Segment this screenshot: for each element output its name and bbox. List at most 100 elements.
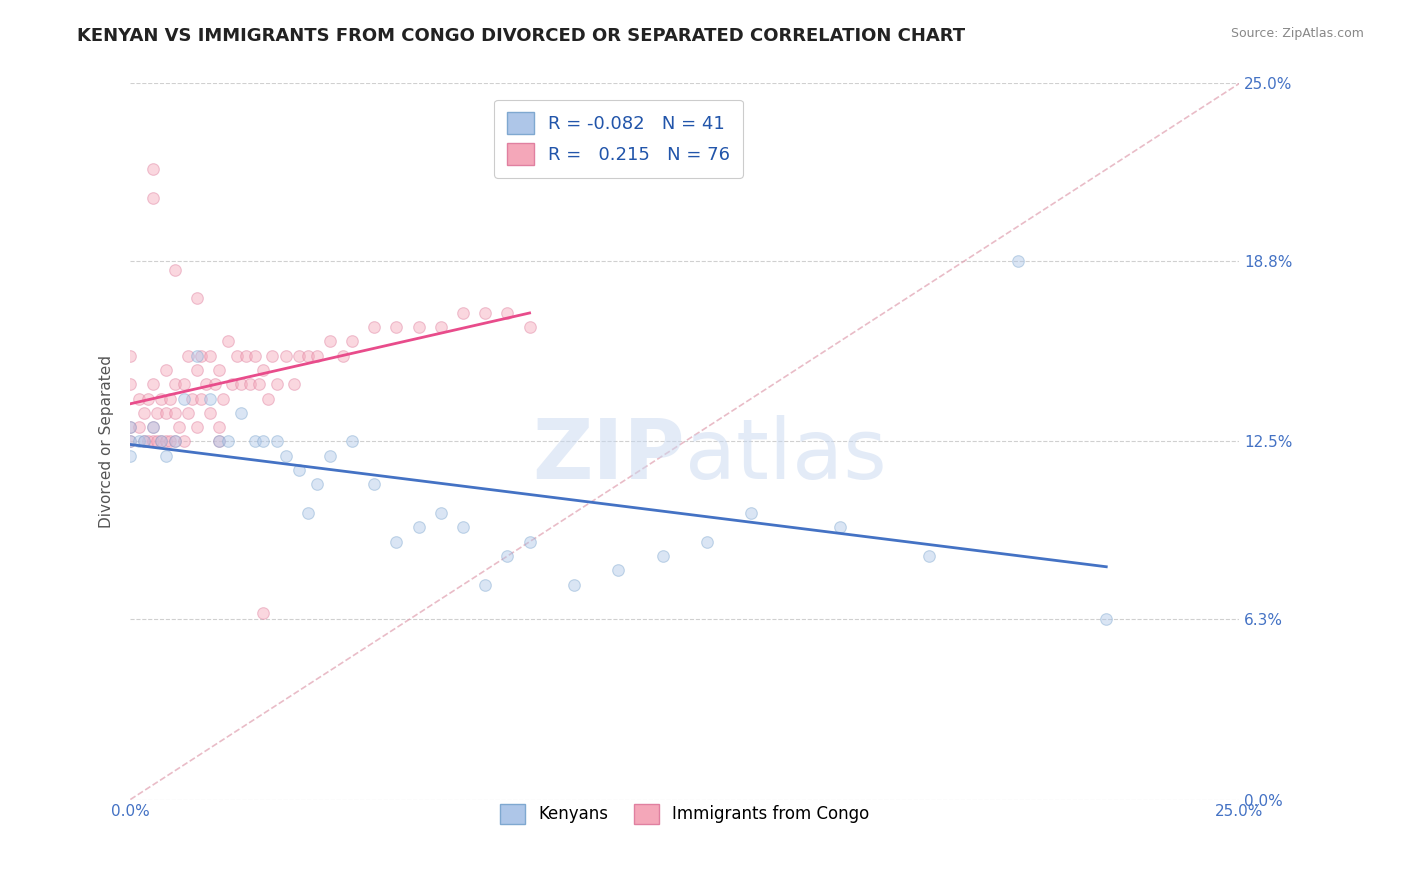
Point xyxy=(208,420,231,434)
Point xyxy=(146,406,169,420)
Point xyxy=(155,363,177,377)
Point xyxy=(204,377,226,392)
Point xyxy=(150,434,173,449)
Point xyxy=(141,162,163,177)
Point xyxy=(163,377,186,392)
Point xyxy=(231,377,253,392)
Legend: Kenyans, Immigrants from Congo: Kenyans, Immigrants from Congo xyxy=(491,794,879,834)
Point xyxy=(283,377,305,392)
Point xyxy=(186,420,208,434)
Point xyxy=(297,349,319,363)
Point xyxy=(128,434,150,449)
Point xyxy=(163,262,186,277)
Point xyxy=(150,392,173,406)
Point xyxy=(128,420,150,434)
Point xyxy=(146,434,169,449)
Point xyxy=(173,377,195,392)
Point xyxy=(243,434,266,449)
Point xyxy=(190,392,212,406)
Point xyxy=(198,392,221,406)
Point xyxy=(132,434,155,449)
Point xyxy=(132,434,155,449)
Point xyxy=(128,392,150,406)
Point xyxy=(262,349,284,363)
Point xyxy=(155,406,177,420)
Point xyxy=(274,349,297,363)
Point xyxy=(385,534,408,549)
Point xyxy=(120,420,142,434)
Point xyxy=(451,305,474,319)
Point xyxy=(190,349,212,363)
Point xyxy=(252,363,274,377)
Point xyxy=(474,577,496,591)
Point xyxy=(194,377,217,392)
Point xyxy=(740,506,762,520)
Point xyxy=(167,420,190,434)
Point xyxy=(155,434,177,449)
Point xyxy=(120,434,142,449)
Point xyxy=(519,534,541,549)
Point xyxy=(217,334,239,349)
Text: KENYAN VS IMMIGRANTS FROM CONGO DIVORCED OR SEPARATED CORRELATION CHART: KENYAN VS IMMIGRANTS FROM CONGO DIVORCED… xyxy=(77,27,966,45)
Point xyxy=(430,319,453,334)
Point xyxy=(231,406,253,420)
Text: atlas: atlas xyxy=(685,416,887,496)
Point xyxy=(408,520,430,534)
Point xyxy=(332,349,354,363)
Point xyxy=(163,434,186,449)
Point xyxy=(186,363,208,377)
Point xyxy=(212,392,235,406)
Point xyxy=(141,420,163,434)
Point xyxy=(163,406,186,420)
Point xyxy=(918,549,941,563)
Point xyxy=(288,463,311,477)
Point xyxy=(340,334,363,349)
Point xyxy=(266,377,288,392)
Point xyxy=(239,377,262,392)
Point xyxy=(141,420,163,434)
Point xyxy=(208,434,231,449)
Point xyxy=(363,477,385,491)
Point xyxy=(651,549,673,563)
Point xyxy=(235,349,257,363)
Point xyxy=(120,349,142,363)
Point xyxy=(496,549,519,563)
Point xyxy=(363,319,385,334)
Point xyxy=(136,392,159,406)
Point xyxy=(474,305,496,319)
Point xyxy=(319,334,342,349)
Point xyxy=(408,319,430,334)
Point xyxy=(830,520,852,534)
Point xyxy=(120,377,142,392)
Point xyxy=(252,607,274,621)
Point xyxy=(159,434,181,449)
Point xyxy=(696,534,718,549)
Point xyxy=(136,434,159,449)
Point xyxy=(562,577,585,591)
Point xyxy=(163,434,186,449)
Y-axis label: Divorced or Separated: Divorced or Separated xyxy=(100,355,114,528)
Point xyxy=(132,406,155,420)
Point xyxy=(297,506,319,520)
Point xyxy=(150,434,173,449)
Point xyxy=(1095,612,1118,626)
Point xyxy=(288,349,311,363)
Point xyxy=(385,319,408,334)
Point xyxy=(120,449,142,463)
Point xyxy=(430,506,453,520)
Text: ZIP: ZIP xyxy=(533,416,685,496)
Point xyxy=(266,434,288,449)
Point xyxy=(208,434,231,449)
Point xyxy=(274,449,297,463)
Point xyxy=(159,392,181,406)
Point xyxy=(319,449,342,463)
Point xyxy=(141,377,163,392)
Point xyxy=(120,420,142,434)
Point xyxy=(141,434,163,449)
Point xyxy=(305,349,328,363)
Point xyxy=(173,434,195,449)
Point xyxy=(225,349,247,363)
Point xyxy=(208,363,231,377)
Point xyxy=(221,377,243,392)
Point xyxy=(1007,254,1029,268)
